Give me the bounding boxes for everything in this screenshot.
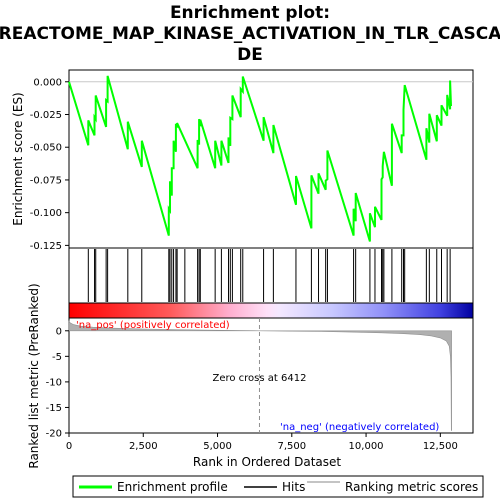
ranking-metric-area xyxy=(68,320,452,431)
es-panel-frame xyxy=(68,69,474,249)
es-y-ticks: 0.000 -0.025 -0.050 -0.075 -0.100 -0.125 xyxy=(30,77,69,252)
metric-y-tick-label: 0 xyxy=(56,326,62,337)
metric-y-ticks: 0 -5 -10 -15 -20 xyxy=(46,326,69,440)
metric-panel: 0 -5 -10 -15 -20 'na_pos' (positively correl… xyxy=(27,283,474,469)
x-tick-label: 2,500 xyxy=(129,441,158,452)
es-y-tick-label: -0.050 xyxy=(30,143,62,154)
x-axis-title: Rank in Ordered Dataset xyxy=(193,455,341,469)
enrichment-profile-line xyxy=(68,75,452,242)
x-tick-label: 5,000 xyxy=(203,441,232,452)
metric-y-tick-label: -10 xyxy=(46,377,62,388)
es-y-tick-label: 0.000 xyxy=(33,77,62,88)
es-y-tick-label: -0.075 xyxy=(30,175,62,186)
legend-label-hits: Hits xyxy=(282,480,305,494)
es-y-tick-label: -0.100 xyxy=(30,208,62,219)
x-ticks: 0 2,500 5,000 7,500 10,000 12,500 xyxy=(66,433,458,452)
na-neg-label: 'na_neg' (negatively correlated) xyxy=(280,422,439,433)
legend-label-ranking: Ranking metric scores xyxy=(345,480,478,494)
chart-title-line-3: DE xyxy=(237,45,263,65)
x-tick-label: 0 xyxy=(66,441,72,452)
hits-panel-frame xyxy=(68,247,474,304)
metric-y-axis-title: Ranked list metric (PreRanked) xyxy=(27,283,41,468)
metric-y-tick-label: -15 xyxy=(46,403,62,414)
chart-title-line-1: Enrichment plot: xyxy=(170,3,330,23)
x-tick-label: 10,000 xyxy=(349,441,384,452)
x-tick-label: 12,500 xyxy=(423,441,458,452)
metric-y-tick-label: -20 xyxy=(46,429,62,440)
zero-cross-label: Zero cross at 6412 xyxy=(212,373,306,384)
hits-lines xyxy=(87,249,451,302)
legend-label-enrichment: Enrichment profile xyxy=(117,480,228,494)
legend: Enrichment profile Hits Ranking metric s… xyxy=(72,475,484,498)
chart-title-line-2: REACTOME_MAP_KINASE_ACTIVATION_IN_TLR_CA… xyxy=(0,24,500,44)
es-y-tick-label: -0.125 xyxy=(30,241,62,252)
es-panel: 0.000 -0.025 -0.050 -0.075 -0.100 -0.125 Enri… xyxy=(11,69,474,252)
es-y-tick-label: -0.025 xyxy=(30,110,62,121)
rank-color-bar xyxy=(68,302,474,319)
metric-y-tick-label: -5 xyxy=(52,352,62,363)
x-tick-label: 7,500 xyxy=(277,441,306,452)
legend-frame xyxy=(72,475,484,498)
es-y-axis-title: Enrichment score (ES) xyxy=(11,92,25,225)
na-pos-label: 'na_pos' (positively correlated) xyxy=(76,320,230,331)
metric-panel-frame xyxy=(68,317,474,434)
hits-panel xyxy=(68,247,474,304)
